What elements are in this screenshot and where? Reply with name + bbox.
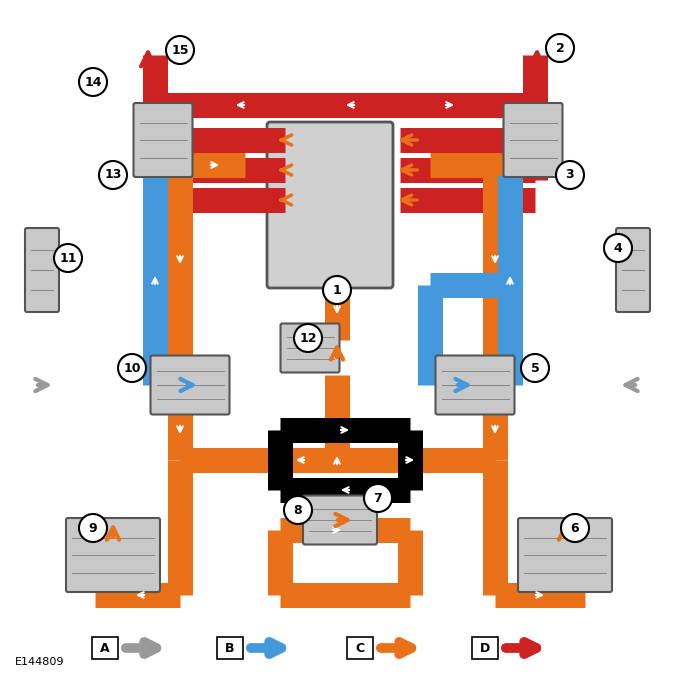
- Text: 4: 4: [613, 241, 622, 255]
- FancyBboxPatch shape: [472, 637, 498, 659]
- Circle shape: [556, 161, 584, 189]
- Circle shape: [79, 514, 107, 542]
- Circle shape: [561, 514, 589, 542]
- FancyBboxPatch shape: [435, 355, 514, 415]
- FancyBboxPatch shape: [150, 355, 230, 415]
- Text: 12: 12: [299, 332, 317, 344]
- Circle shape: [284, 496, 312, 524]
- Text: 11: 11: [59, 251, 77, 264]
- FancyBboxPatch shape: [133, 103, 193, 177]
- Circle shape: [323, 276, 351, 304]
- Circle shape: [294, 324, 322, 352]
- Text: C: C: [355, 642, 365, 654]
- Circle shape: [118, 354, 146, 382]
- Text: D: D: [480, 642, 490, 654]
- Circle shape: [546, 34, 574, 62]
- Circle shape: [521, 354, 549, 382]
- Text: E144809: E144809: [15, 657, 65, 667]
- FancyBboxPatch shape: [616, 228, 650, 312]
- FancyBboxPatch shape: [280, 324, 340, 373]
- Text: 13: 13: [104, 168, 122, 181]
- Text: A: A: [100, 642, 110, 654]
- FancyBboxPatch shape: [503, 103, 563, 177]
- Circle shape: [54, 244, 82, 272]
- Text: B: B: [225, 642, 235, 654]
- FancyBboxPatch shape: [25, 228, 59, 312]
- Text: 7: 7: [373, 491, 382, 505]
- Text: 15: 15: [171, 44, 189, 57]
- FancyBboxPatch shape: [92, 637, 118, 659]
- Text: 9: 9: [89, 522, 97, 534]
- FancyBboxPatch shape: [347, 637, 373, 659]
- Text: 1: 1: [333, 284, 341, 297]
- Circle shape: [604, 234, 632, 262]
- FancyBboxPatch shape: [518, 518, 612, 592]
- Text: 10: 10: [123, 361, 141, 375]
- Text: 14: 14: [84, 75, 102, 88]
- Text: 2: 2: [555, 42, 564, 55]
- FancyBboxPatch shape: [267, 122, 393, 288]
- Text: 6: 6: [571, 522, 580, 534]
- Text: 5: 5: [530, 361, 539, 375]
- FancyBboxPatch shape: [217, 637, 243, 659]
- Circle shape: [99, 161, 127, 189]
- Text: 3: 3: [565, 168, 574, 181]
- Circle shape: [79, 68, 107, 96]
- FancyBboxPatch shape: [66, 518, 160, 592]
- Circle shape: [364, 484, 392, 512]
- Circle shape: [166, 36, 194, 64]
- FancyBboxPatch shape: [303, 495, 377, 545]
- Text: 8: 8: [294, 503, 303, 516]
